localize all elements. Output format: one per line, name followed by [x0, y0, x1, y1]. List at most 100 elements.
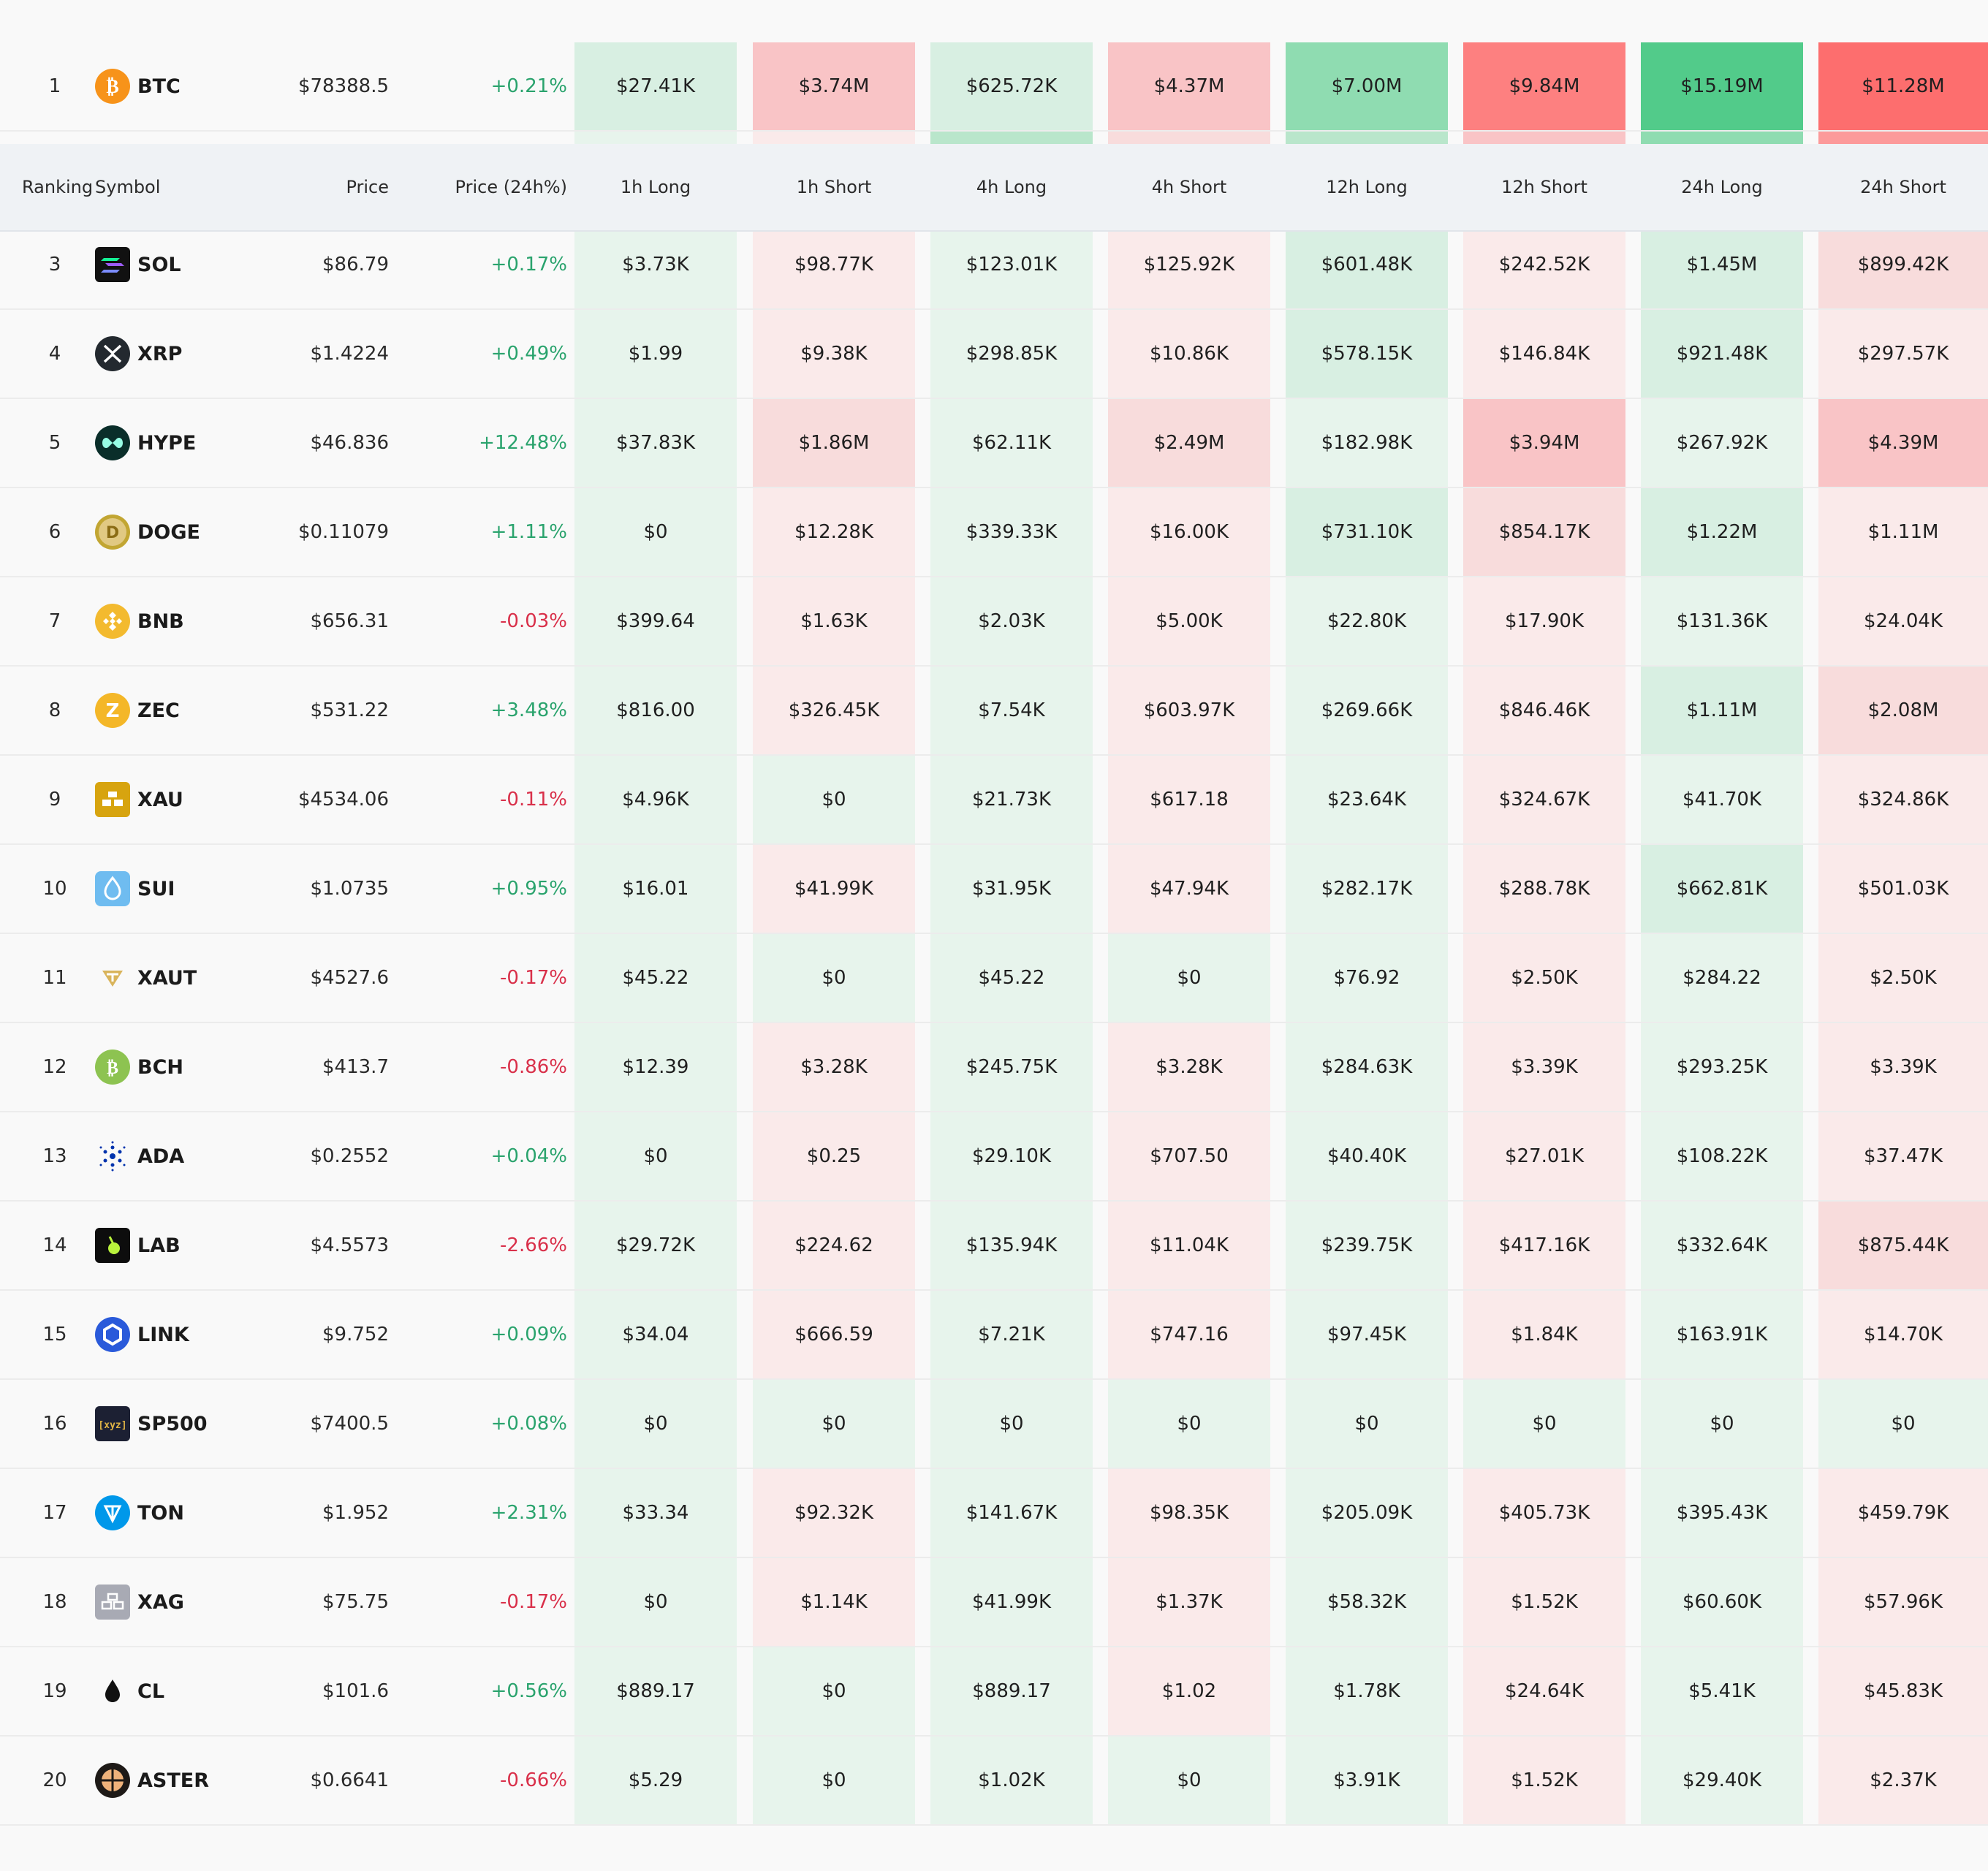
- symbol-cell[interactable]: CL: [95, 1647, 285, 1735]
- value-cell-4h-short: $125.92K: [1108, 221, 1270, 308]
- table-row[interactable]: $34.04 $666.59 $7.21K $747.16 $97.45K $1.84K $…: [0, 1291, 1988, 1380]
- symbol-cell[interactable]: LAB: [95, 1202, 285, 1289]
- value-cell-1h-long: $4.96K: [574, 756, 737, 843]
- price-change-cell: -0.66%: [500, 1769, 567, 1791]
- value-cell-24h-long: $1.11M: [1641, 667, 1803, 754]
- value-cell-1h-short: $3.74M: [753, 42, 915, 130]
- value-cell-1h-long: $889.17: [574, 1647, 737, 1735]
- price-change-cell: +0.56%: [490, 1680, 567, 1702]
- symbol-name: TON: [137, 1501, 184, 1525]
- value-cell-12h-short: $288.78K: [1463, 845, 1625, 933]
- symbol-cell[interactable]: BNB: [95, 577, 285, 665]
- table-row[interactable]: $0 $12.28K $339.33K $16.00K $731.10K $854.17K…: [0, 488, 1988, 577]
- value-cell-12h-long: $0: [1286, 1380, 1448, 1468]
- symbol-cell[interactable]: XAG: [95, 1558, 285, 1646]
- value-cell-4h-short: $707.50: [1108, 1112, 1270, 1200]
- symbol-name: ADA: [137, 1145, 185, 1168]
- value-cell-4h-short: $603.97K: [1108, 667, 1270, 754]
- price-cell: $46.836: [310, 432, 389, 454]
- table-row[interactable]: $27.41K $3.74M $625.72K $4.37M $7.00M $9.84M $…: [0, 42, 1988, 132]
- bnb-icon: [95, 604, 130, 639]
- symbol-cell[interactable]: ASTER: [95, 1737, 285, 1824]
- header-1h-long[interactable]: 1h Long: [620, 177, 691, 197]
- value-cell-12h-long: $239.75K: [1286, 1202, 1448, 1289]
- header-4h-long[interactable]: 4h Long: [976, 177, 1047, 197]
- rank-cell: 12: [42, 1056, 67, 1078]
- rank-cell: 15: [42, 1324, 67, 1346]
- value-cell-12h-long: $22.80K: [1286, 577, 1448, 665]
- symbol-cell[interactable]: D DOGE: [95, 488, 285, 576]
- symbol-cell[interactable]: XRP: [95, 310, 285, 398]
- header-symbol[interactable]: Symbol: [95, 177, 161, 197]
- symbol-cell[interactable]: ₿ BTC: [95, 42, 285, 130]
- header-ranking[interactable]: Ranking: [22, 177, 94, 197]
- value-cell-4h-long: $45.22: [930, 934, 1093, 1022]
- table-row[interactable]: $45.22 $0 $45.22 $0 $76.92 $2.50K $284.22 $2.50…: [0, 934, 1988, 1023]
- value-cell-24h-long: $332.64K: [1641, 1202, 1803, 1289]
- symbol-cell[interactable]: [xyz] SP500: [95, 1380, 285, 1468]
- sui-icon: [95, 871, 130, 906]
- symbol-cell[interactable]: Z ZEC: [95, 667, 285, 754]
- table-row[interactable]: $29.72K $224.62 $135.94K $11.04K $239.75K $41…: [0, 1202, 1988, 1291]
- header-12h-long[interactable]: 12h Long: [1326, 177, 1408, 197]
- symbol-cell[interactable]: TON: [95, 1469, 285, 1557]
- table-row[interactable]: $4.96K $0 $21.73K $617.18 $23.64K $324.67K $41…: [0, 756, 1988, 845]
- value-cell-12h-long: $731.10K: [1286, 488, 1448, 576]
- symbol-cell[interactable]: LINK: [95, 1291, 285, 1378]
- table-row[interactable]: $33.34 $92.32K $141.67K $98.35K $205.09K $405…: [0, 1469, 1988, 1558]
- header-24h-short[interactable]: 24h Short: [1860, 177, 1946, 197]
- header-4h-short[interactable]: 4h Short: [1151, 177, 1227, 197]
- value-cell-12h-long: $182.98K: [1286, 399, 1448, 487]
- price-cell: $531.22: [310, 699, 389, 721]
- price-change-cell: +0.17%: [490, 254, 567, 276]
- symbol-cell[interactable]: SOL: [95, 221, 285, 308]
- symbol-cell[interactable]: XAU: [95, 756, 285, 843]
- value-cell-1h-short: $9.38K: [753, 310, 915, 398]
- table-row[interactable]: $889.17 $0 $889.17 $1.02 $1.78K $24.64K $5.41K…: [0, 1647, 1988, 1737]
- symbol-cell[interactable]: ADA: [95, 1112, 285, 1200]
- table-row[interactable]: $37.83K $1.86M $62.11K $2.49M $182.98K $3.94M…: [0, 399, 1988, 488]
- table-row[interactable]: $0 $0 $0 $0 $0 $0 $0 $0 16 [xyz] SP500 $7400.5 +0.08…: [0, 1380, 1988, 1469]
- symbol-cell[interactable]: SUI: [95, 845, 285, 933]
- symbol-name: LAB: [137, 1234, 181, 1257]
- header-1h-short[interactable]: 1h Short: [796, 177, 872, 197]
- value-cell-4h-long: $21.73K: [930, 756, 1093, 843]
- value-cell-12h-long: $205.09K: [1286, 1469, 1448, 1557]
- symbol-cell[interactable]: XAUT: [95, 934, 285, 1022]
- table-row[interactable]: $0 $1.14K $41.99K $1.37K $58.32K $1.52K $60.60…: [0, 1558, 1988, 1647]
- header-24h-long[interactable]: 24h Long: [1681, 177, 1763, 197]
- table-row[interactable]: $399.64 $1.63K $2.03K $5.00K $22.80K $17.90K $…: [0, 577, 1988, 667]
- value-cell-12h-long: $282.17K: [1286, 845, 1448, 933]
- symbol-cell[interactable]: HYPE: [95, 399, 285, 487]
- price-change-cell: +1.11%: [490, 521, 567, 543]
- price-change-cell: -0.17%: [500, 967, 567, 989]
- symbol-cell[interactable]: ₿ BCH: [95, 1023, 285, 1111]
- value-cell-24h-short: $3.39K: [1818, 1023, 1988, 1111]
- price-cell: $4534.06: [297, 789, 389, 811]
- value-cell-1h-short: $1.86M: [753, 399, 915, 487]
- header-12h-short[interactable]: 12h Short: [1501, 177, 1587, 197]
- header-price-change[interactable]: Price (24h%): [455, 177, 567, 197]
- table-row[interactable]: $12.39 $3.28K $245.75K $3.28K $284.63K $3.39K…: [0, 1023, 1988, 1112]
- table-row[interactable]: $816.00 $326.45K $7.54K $603.97K $269.66K $84…: [0, 667, 1988, 756]
- table-row[interactable]: $0 $0.25 $29.10K $707.50 $40.40K $27.01K $108.…: [0, 1112, 1988, 1202]
- value-cell-1h-short: $41.99K: [753, 845, 915, 933]
- value-cell-12h-long: $58.32K: [1286, 1558, 1448, 1646]
- header-price[interactable]: Price: [346, 177, 389, 197]
- price-change-cell: +12.48%: [479, 432, 567, 454]
- symbol-name: BTC: [137, 75, 181, 98]
- table-row[interactable]: $3.73K $98.77K $123.01K $125.92K $601.48K $24…: [0, 221, 1988, 310]
- value-cell-4h-short: $11.04K: [1108, 1202, 1270, 1289]
- symbol-name: XAG: [137, 1590, 184, 1614]
- value-cell-4h-short: $4.37M: [1108, 42, 1270, 130]
- price-cell: $0.11079: [297, 521, 389, 543]
- price-cell: $75.75: [322, 1591, 389, 1613]
- value-cell-1h-short: $92.32K: [753, 1469, 915, 1557]
- value-cell-24h-long: $284.22: [1641, 934, 1803, 1022]
- table-row[interactable]: $5.29 $0 $1.02K $0 $3.91K $1.52K $29.40K $2.37K…: [0, 1737, 1988, 1826]
- table-row[interactable]: $16.01 $41.99K $31.95K $47.94K $282.17K $288.…: [0, 845, 1988, 934]
- value-cell-1h-long: $816.00: [574, 667, 737, 754]
- table-row[interactable]: $1.99 $9.38K $298.85K $10.86K $578.15K $146.8…: [0, 310, 1988, 399]
- price-cell: $413.7: [322, 1056, 389, 1078]
